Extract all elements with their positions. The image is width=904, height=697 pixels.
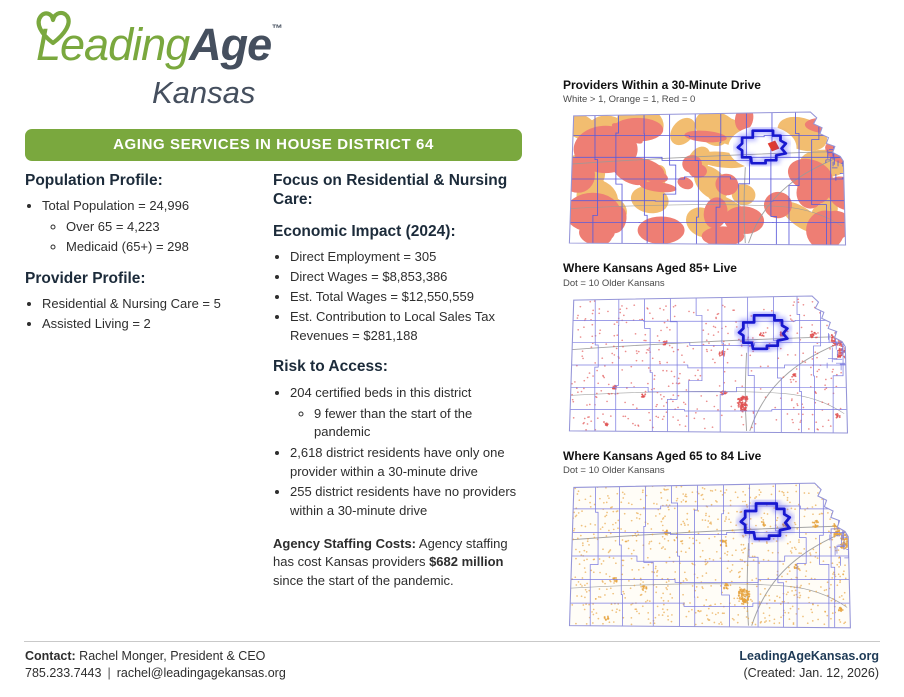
footer-org: LeadingAgeKansas.org (Created: Jan. 12, …	[739, 648, 879, 682]
map-title-providers: Providers Within a 30-Minute Drive	[563, 78, 761, 92]
map-title-65to84: Where Kansans Aged 65 to 84 Live	[563, 448, 762, 463]
map-title-85plus: Where Kansans Aged 85+ Live	[563, 261, 737, 276]
economic-impact-section: Economic Impact (2024): Direct Employmen…	[273, 222, 525, 346]
contact-separator: |	[107, 665, 111, 680]
staffing-highlight: $682 million	[429, 554, 504, 570]
middle-column: Focus on Residential & Nursing Care: Eco…	[273, 171, 525, 591]
website-link[interactable]: LeadingAgeKansas.org	[739, 649, 879, 663]
population-profile-list: Total Population = 24,996 Over 65 = 4,223…	[25, 197, 263, 257]
staffing-text-2: since the start of the pandemic.	[273, 573, 454, 589]
map-block-65to84: Where Kansans Aged 65 to 84 Live Dot = 1…	[563, 449, 875, 631]
kansas-map-65to84	[568, 482, 851, 629]
list-item: Direct Employment = 305	[290, 248, 525, 267]
list-item: 2,618 district residents have only one p…	[290, 444, 525, 482]
map-legend-providers: White > 1, Orange = 1, Red = 0	[563, 94, 696, 106]
contact-email-link[interactable]: rachel@leadingagekansas.org	[116, 665, 286, 680]
focus-heading: Focus on Residential & Nursing Care:	[273, 172, 508, 209]
list-item: 204 certified beds in this district	[290, 384, 525, 403]
risk-to-access-heading: Risk to Access:	[273, 358, 388, 376]
staffing-label: Agency Staffing Costs:	[273, 535, 417, 551]
logo-leading: Leading	[36, 19, 190, 70]
logo-wordmark: LeadingAge™	[24, 10, 324, 70]
contact-line: Contact: Rachel Monger, President & CEO	[25, 648, 286, 665]
map-block-85plus: Where Kansans Aged 85+ Live Dot = 10 Old…	[563, 261, 875, 435]
kansas-map-85plus	[568, 295, 849, 434]
contact-label: Contact:	[25, 649, 76, 663]
provider-profile-heading: Provider Profile:	[25, 269, 146, 287]
maps-column: Providers Within a 30-Minute Drive White…	[563, 78, 875, 644]
footer-divider	[24, 641, 880, 642]
population-profile-section: Population Profile: Total Population = 2…	[25, 171, 263, 257]
economic-impact-heading: Economic Impact (2024):	[273, 222, 456, 240]
created-date: (Created: Jan. 12, 2026)	[743, 665, 880, 680]
contact-name: Rachel Monger, President & CEO	[75, 649, 266, 663]
leadingage-kansas-logo: LeadingAge™ Kansas	[24, 10, 324, 111]
list-item: Assisted Living = 2	[42, 315, 263, 334]
list-item: Est. Contribution to Local Sales Tax Rev…	[290, 308, 525, 346]
heart-icon	[36, 10, 71, 46]
list-item: Total Population = 24,996	[42, 197, 263, 216]
logo-region: Kansas	[152, 75, 256, 110]
logo-age: Age	[189, 19, 272, 70]
staffing-text-1: Agency staffing has cost Kansas provider…	[273, 535, 508, 570]
list-item: 255 district residents have no providers…	[290, 483, 525, 521]
sub-list: Over 65 = 4,223Medicaid (65+) = 298	[42, 218, 263, 257]
population-profile-heading: Population Profile:	[25, 172, 163, 189]
kansas-map-providers	[568, 111, 847, 246]
provider-profile-list: Residential & Nursing Care = 5Assisted L…	[25, 295, 263, 334]
sub-list: 9 fewer than the start of the pandemic	[290, 405, 525, 443]
logo-trademark: ™	[271, 23, 283, 35]
left-column: Population Profile: Total Population = 2…	[25, 171, 263, 346]
list-item: Residential & Nursing Care = 5	[42, 295, 263, 314]
map-legend-85plus: Dot = 10 Older Kansans	[563, 277, 665, 289]
economic-impact-list: Direct Employment = 305Direct Wages = $8…	[273, 248, 525, 345]
page-title-banner: AGING SERVICES IN HOUSE DISTRICT 64	[25, 129, 522, 161]
list-item: Direct Wages = $8,853,386	[290, 268, 525, 287]
risk-to-access-section: Risk to Access: 204 certified beds in th…	[273, 357, 525, 520]
map-legend-65to84: Dot = 10 Older Kansans	[563, 465, 665, 477]
focus-section: Focus on Residential & Nursing Care:	[273, 171, 525, 210]
contact-details-line: 785.233.7443 | rachel@leadingagekansas.org	[25, 665, 286, 682]
contact-phone: 785.233.7443	[25, 665, 102, 680]
sub-list-item: Medicaid (65+) = 298	[66, 238, 263, 257]
risk-to-access-list: 204 certified beds in this district 9 few…	[273, 384, 525, 521]
footer-contact: Contact: Rachel Monger, President & CEO …	[25, 648, 286, 682]
map-block-providers: Providers Within a 30-Minute Drive White…	[563, 78, 875, 248]
sub-list-item: 9 fewer than the start of the pandemic	[314, 405, 525, 443]
list-item: Est. Total Wages = $12,550,559	[290, 288, 525, 307]
agency-staffing-paragraph: Agency Staffing Costs: Agency staffing h…	[273, 535, 525, 592]
sub-list-item: Over 65 = 4,223	[66, 218, 263, 237]
provider-profile-section: Provider Profile: Residential & Nursing …	[25, 269, 263, 334]
